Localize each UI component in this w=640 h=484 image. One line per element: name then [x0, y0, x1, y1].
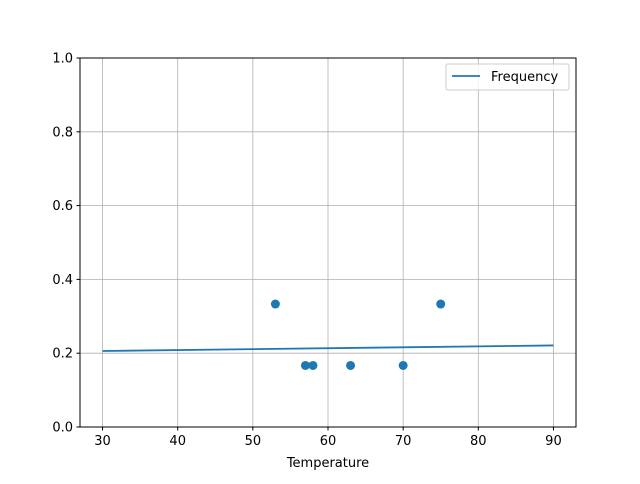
- x-tick-label: 80: [470, 434, 487, 449]
- marks: [102, 299, 554, 370]
- legend-box: [445, 63, 570, 91]
- x-tick-label: 70: [395, 434, 412, 449]
- x-axis-label: Temperature: [286, 456, 369, 471]
- scatter-point: [300, 360, 310, 370]
- y-tick-label: 0.0: [52, 421, 73, 436]
- series-line: [102, 344, 554, 352]
- scatter-point: [308, 360, 318, 370]
- scatter-point: [270, 299, 280, 309]
- scatter-point: [436, 299, 446, 309]
- grid: [80, 57, 576, 428]
- legend: Frequency: [445, 63, 570, 91]
- y-tick-label: 0.6: [52, 199, 73, 214]
- scatter-point: [398, 360, 408, 370]
- x-tick-label: 60: [320, 434, 337, 449]
- scatter-point: [346, 360, 356, 370]
- y-tick-label: 0.2: [52, 347, 73, 362]
- x-tick-label: 40: [169, 434, 186, 449]
- x-tick-label: 30: [94, 434, 111, 449]
- y-tick-label: 0.8: [52, 125, 73, 140]
- x-tick-label: 50: [245, 434, 262, 449]
- x-tick-label: 90: [545, 434, 562, 449]
- y-tick-label: 0.4: [52, 273, 73, 288]
- y-tick-label: 1.0: [52, 52, 73, 67]
- ticks: 30 40 50 60 70 80 90 0.0 0.2 0.4 0.6 0.8 1.0: [52, 52, 561, 450]
- legend-label: Frequency: [491, 70, 558, 85]
